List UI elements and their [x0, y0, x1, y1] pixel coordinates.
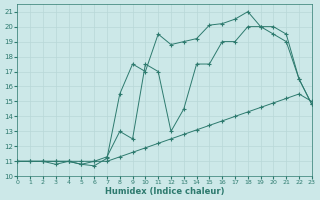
X-axis label: Humidex (Indice chaleur): Humidex (Indice chaleur): [105, 187, 224, 196]
